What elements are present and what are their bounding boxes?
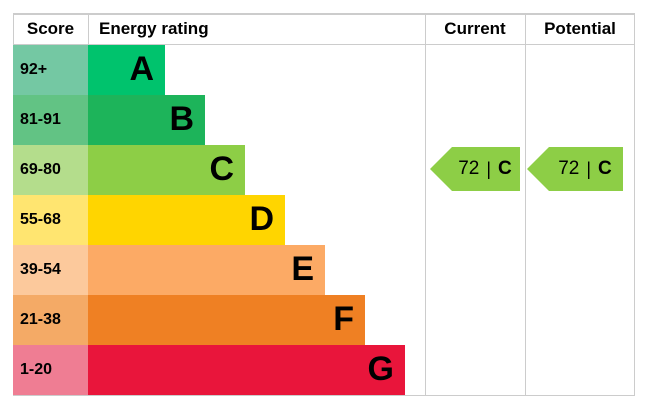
score-range-d: 55-68	[13, 195, 88, 245]
band-row-d: 55-68 D	[13, 195, 635, 245]
band-row-e: 39-54 E	[13, 245, 635, 295]
current-band-letter: C	[498, 158, 512, 179]
header-score: Score	[26, 19, 75, 38]
rating-bar-c: C	[88, 145, 245, 195]
rating-bar-g: G	[88, 345, 405, 395]
rating-bar-d: D	[88, 195, 285, 245]
band-row-a: 92+ A	[13, 45, 635, 95]
band-row-c: 69-80 C	[13, 145, 635, 195]
rating-bar-e: E	[88, 245, 325, 295]
band-row-f: 21-38 F	[13, 295, 635, 345]
header-potential: Potential	[544, 19, 616, 38]
score-range-e: 39-54	[13, 245, 88, 295]
band-row-b: 81-91 B	[13, 95, 635, 145]
header-score-divider	[88, 15, 89, 44]
current-rating-arrow: 72 | C	[430, 147, 520, 191]
header-current: Current	[444, 19, 506, 38]
header-energy-rating: Energy rating	[99, 19, 209, 38]
current-score-value: 72	[458, 158, 480, 179]
score-range-a: 92+	[13, 45, 88, 95]
current-column-divider	[425, 15, 426, 395]
table-header: Score Energy rating Current Potential	[13, 15, 635, 45]
rating-bar-a: A	[88, 45, 165, 95]
band-row-g: 1-20 G	[13, 345, 635, 395]
potential-separator: |	[586, 158, 592, 179]
score-range-c: 69-80	[13, 145, 88, 195]
potential-band-letter: C	[598, 158, 612, 179]
header-left-border	[13, 15, 14, 44]
potential-score-value: 72	[558, 158, 580, 179]
potential-rating-arrow: 72 | C	[527, 147, 623, 191]
potential-column-divider	[525, 15, 526, 395]
table-right-border	[634, 15, 635, 395]
rating-bar-f: F	[88, 295, 365, 345]
rating-bar-b: B	[88, 95, 205, 145]
band-rows: 92+ A 81-91 B 69-80 C 55-68 D 39-54 E 21-38 F 1-20 G	[13, 45, 635, 395]
current-separator: |	[486, 158, 492, 179]
score-range-b: 81-91	[13, 95, 88, 145]
score-range-f: 21-38	[13, 295, 88, 345]
score-range-g: 1-20	[13, 345, 88, 395]
rating-table: Score Energy rating Current Potential 92…	[13, 13, 635, 396]
